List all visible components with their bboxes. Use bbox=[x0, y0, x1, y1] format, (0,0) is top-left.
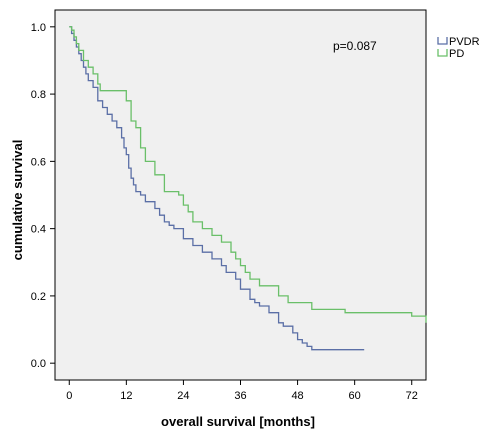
survival-curve-pvdr bbox=[69, 26, 365, 351]
x-tick-label: 72 bbox=[406, 390, 418, 402]
p-value-annotation: p=0.087 bbox=[333, 39, 377, 53]
x-tick-label: 12 bbox=[120, 390, 132, 402]
y-tick-label: 0.6 bbox=[31, 156, 46, 168]
axes-layer: 0 12 24 36 48 60 72 0.0 0.2 0.4 0.6 0.8 1.0 bbox=[31, 22, 418, 402]
legend-label-pvdr: PVDR bbox=[449, 36, 480, 48]
survival-curve-pd bbox=[69, 26, 427, 323]
x-tick-label: 24 bbox=[177, 390, 189, 402]
x-tick-label: 60 bbox=[349, 390, 361, 402]
x-axis-label: overall survival [months] bbox=[161, 414, 315, 429]
plot-area bbox=[54, 9, 427, 381]
x-tick-label: 36 bbox=[234, 390, 246, 402]
curves-layer bbox=[69, 26, 427, 351]
y-tick-label: 0.0 bbox=[31, 358, 46, 370]
legend-symbol-pd bbox=[437, 49, 448, 57]
y-tick-label: 0.2 bbox=[31, 291, 46, 303]
y-tick-label: 0.8 bbox=[31, 89, 46, 101]
x-tick-label: 0 bbox=[66, 390, 72, 402]
y-axis-label: cumulative survival bbox=[10, 140, 25, 261]
y-tick-label: 1.0 bbox=[31, 22, 46, 34]
legend-symbol-pvdr bbox=[437, 37, 448, 45]
x-tick-label: 48 bbox=[291, 390, 303, 402]
legend: PVDR PD bbox=[437, 36, 480, 60]
y-tick-label: 0.4 bbox=[31, 224, 46, 236]
legend-label-pd: PD bbox=[449, 48, 464, 60]
